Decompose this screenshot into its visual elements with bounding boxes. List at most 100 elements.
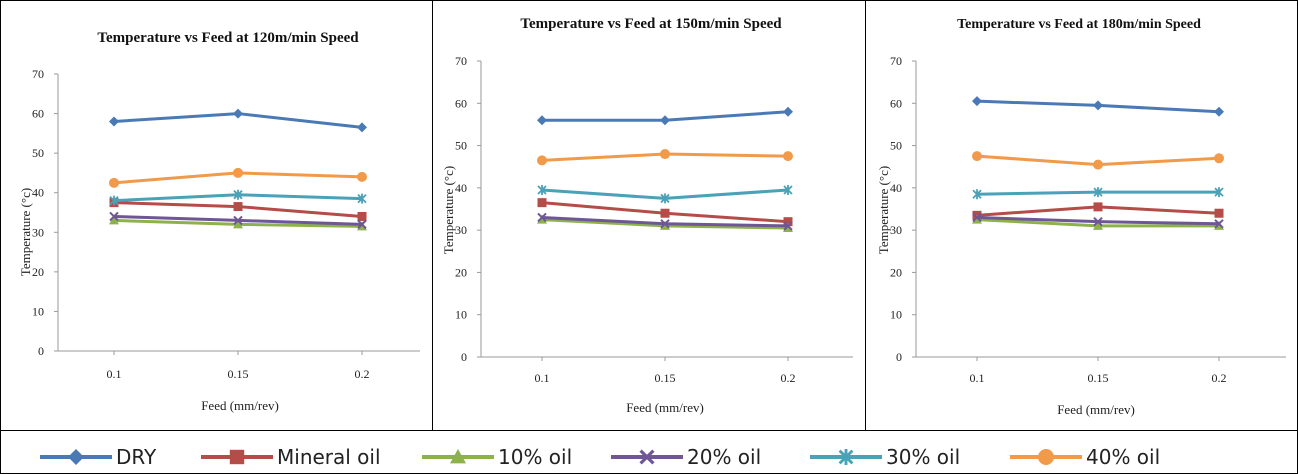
x-tick-label: 0.2 — [1212, 371, 1227, 385]
y-tick-label: 60 — [32, 107, 44, 121]
point-dry-shape — [233, 108, 243, 119]
point-40-oil — [660, 149, 670, 160]
point-30-oil-shape — [660, 193, 670, 204]
point-dry — [233, 108, 243, 119]
y-tick-label: 60 — [455, 96, 467, 110]
point-40-oil — [357, 171, 367, 182]
point-20-oil — [1093, 216, 1103, 227]
point-20-oil — [233, 215, 243, 226]
point-dry-shape — [109, 116, 119, 127]
x-axis-label: Feed (mm/rev) — [201, 398, 279, 413]
point-dry — [1093, 100, 1103, 111]
x-axis-label: Feed (mm/rev) — [626, 400, 704, 415]
legend-label: 10% oil — [498, 445, 572, 469]
legend: DRY Mineral oil 10% oil 20% oil 30% oil 40% o… — [0, 430, 1298, 474]
point-dry-shape — [783, 106, 793, 117]
x-tick-label: 0.15 — [228, 367, 249, 381]
y-tick-label: 0 — [896, 350, 902, 364]
legend-item-10-oil: 10% oil — [422, 445, 572, 469]
point-20-oil — [660, 219, 670, 229]
y-tick-label: 20 — [455, 265, 467, 279]
point-10-oil — [109, 215, 119, 225]
legend-item-40-oil: 40% oil — [1010, 445, 1160, 469]
point-20-oil-shape — [660, 219, 670, 229]
chart-panel-180: Temperature vs Feed at 180m/min Speed 0 10… — [866, 0, 1298, 430]
chart-180-svg: Temperature vs Feed at 180m/min Speed 0 10… — [876, 17, 1286, 417]
point-40-oil — [109, 177, 119, 188]
point-dry — [537, 115, 547, 126]
point-dry-shape — [972, 96, 982, 107]
point-30-oil — [109, 195, 119, 206]
point-mineral-oil-shape — [783, 217, 793, 227]
x-tick-label: 0.15 — [655, 371, 676, 385]
legend-divider — [0, 430, 1298, 431]
point-20-oil — [972, 212, 982, 223]
point-dry — [357, 122, 367, 133]
y-tick-label: 0 — [38, 344, 44, 358]
point-20-oil — [783, 221, 793, 231]
point-30-oil-shape — [783, 184, 793, 195]
point-30-oil-shape — [1093, 187, 1103, 198]
legend-label: 30% oil — [886, 445, 960, 469]
y-axis-label: Temperature (°c) — [441, 166, 456, 254]
chart-panel-120: Temperature vs Feed at 120m/min Speed 0 10… — [0, 0, 432, 430]
y-axis-label: Temperature (°c) — [876, 166, 891, 254]
chart-120-svg: Temperature vs Feed at 120m/min Speed 0 10… — [18, 30, 420, 413]
point-10-oil-shape — [1093, 220, 1103, 230]
y-tick-label: 30 — [890, 223, 902, 237]
point-30-oil-shape — [233, 189, 243, 200]
point-20-oil — [537, 212, 547, 223]
y-tick-label: 50 — [455, 139, 467, 153]
point-mineral-oil-shape — [357, 211, 367, 221]
y-tick-label: 20 — [32, 265, 44, 279]
legend-item-dry: DRY — [40, 445, 157, 469]
x-tick-label: 0.15 — [1088, 371, 1109, 385]
legend-label: 20% oil — [687, 445, 761, 469]
point-mineral-oil — [357, 211, 367, 221]
x-tick-label: 0.2 — [355, 367, 370, 381]
legend-item-20-oil: 20% oil — [611, 445, 761, 469]
y-tick-label: 70 — [32, 67, 44, 81]
y-tick-label: 50 — [32, 146, 44, 160]
legend-marker-mineral-oil — [229, 449, 245, 465]
y-tick-label: 70 — [455, 54, 467, 68]
point-dry-shape — [357, 122, 367, 133]
chart-title: Temperature vs Feed at 120m/min Speed — [97, 30, 359, 46]
point-30-oil-shape — [357, 193, 367, 204]
point-40-oil-shape — [972, 151, 982, 162]
point-dry-shape — [537, 115, 547, 126]
x-axis-label: Feed (mm/rev) — [1057, 402, 1135, 417]
point-mineral-oil-shape — [660, 208, 670, 218]
point-dry — [660, 115, 670, 126]
point-20-oil-shape — [233, 215, 243, 226]
x-tick-label: 0.1 — [970, 371, 985, 385]
point-20-oil-shape — [972, 212, 982, 223]
point-mineral-oil-shape — [1093, 202, 1103, 212]
x-tick-label: 0.1 — [107, 367, 122, 381]
point-dry-shape — [660, 115, 670, 126]
point-mineral-oil — [660, 208, 670, 218]
point-30-oil — [1093, 187, 1103, 198]
y-tick-label: 20 — [890, 265, 902, 279]
point-30-oil — [783, 184, 793, 195]
point-dry-shape — [1093, 100, 1103, 111]
legend-marker-10-oil — [450, 449, 467, 464]
point-30-oil-shape — [972, 189, 982, 200]
point-40-oil — [537, 155, 547, 166]
point-10-oil — [233, 219, 243, 229]
point-mineral-oil-shape — [537, 198, 547, 208]
y-axis-label: Temperature (°c) — [18, 188, 33, 276]
point-dry — [1214, 106, 1224, 117]
y-tick-label: 60 — [890, 96, 902, 110]
point-mineral-oil-shape — [233, 202, 243, 212]
point-30-oil — [972, 189, 982, 200]
point-mineral-oil — [783, 217, 793, 227]
point-20-oil-shape — [357, 219, 367, 230]
y-tick-label: 30 — [455, 223, 467, 237]
y-tick-label: 40 — [890, 181, 902, 195]
legend-marker-20-oil — [639, 449, 655, 465]
point-30-oil — [537, 184, 547, 195]
point-40-oil — [783, 151, 793, 162]
point-dry — [972, 96, 982, 107]
point-40-oil — [1214, 153, 1224, 164]
